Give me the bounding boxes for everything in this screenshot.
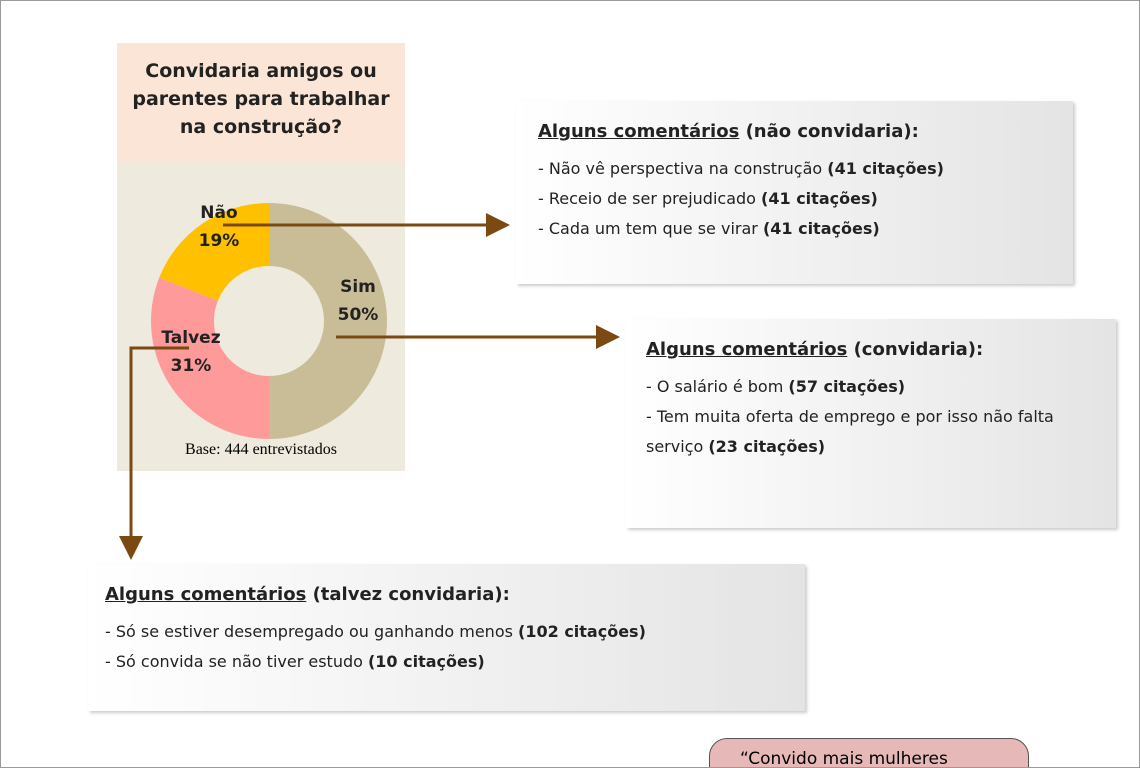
comment-citations: (10 citações) <box>367 652 485 671</box>
heading-main: Alguns comentários <box>646 339 848 360</box>
comment-text: - Cada um tem que se virar <box>538 219 763 238</box>
comment-item: - Não vê perspectiva na construção (41 c… <box>538 154 1073 184</box>
chart-title: Convidaria amigos ou parentes para traba… <box>132 60 390 138</box>
comment-text: - Tem muita oferta de emprego e por isso… <box>646 407 1054 456</box>
quote-text: “Convido mais mulheres <box>740 749 948 768</box>
comment-box: Alguns comentários (talvez convidaria): -… <box>88 564 805 711</box>
comment-citations: (41 citações) <box>762 219 880 238</box>
comment-citations: (23 citações) <box>708 437 826 456</box>
heading-main: Alguns comentários <box>105 584 307 605</box>
comment-citations: (57 citações) <box>788 377 906 396</box>
comment-text: - Só se estiver desempregado ou ganhando… <box>105 622 519 641</box>
arrow <box>119 346 189 560</box>
comment-heading: Alguns comentários (convidaria): <box>646 339 1116 360</box>
comment-item: - Só se estiver desempregado ou ganhando… <box>105 617 805 647</box>
heading-tail: (não convidaria): <box>739 121 919 142</box>
slice-value-label: 31% <box>171 356 212 376</box>
slice-label: Sim <box>340 277 376 297</box>
quote-bubble: “Convido mais mulheres <box>709 738 1029 768</box>
comment-box: Alguns comentários (convidaria): - O salá… <box>626 319 1116 528</box>
comment-citations: (102 citações) <box>518 622 646 641</box>
slice-label: Talvez <box>161 328 220 348</box>
heading-tail: (talvez convidaria): <box>306 584 510 605</box>
comment-item: - Cada um tem que se virar (41 citações) <box>538 214 1073 244</box>
title-panel <box>117 43 405 161</box>
comment-item: - Só convida se não tiver estudo (10 cit… <box>105 647 805 677</box>
comment-text: - Não vê perspectiva na construção <box>538 159 828 178</box>
slice-value-label: 19% <box>199 231 240 251</box>
comment-text: - Só convida se não tiver estudo <box>105 652 368 671</box>
slice-label: Não <box>200 203 237 223</box>
comment-box: Alguns comentários (não convidaria): - Nã… <box>516 101 1073 284</box>
comment-item: - Receio de ser prejudicado (41 citações… <box>538 184 1073 214</box>
comment-text: - O salário é bom <box>646 377 789 396</box>
donut-slice <box>151 277 269 439</box>
donut-slice <box>269 203 387 439</box>
comment-citations: (41 citações) <box>827 159 944 178</box>
heading-tail: (convidaria): <box>847 339 984 360</box>
heading-main: Alguns comentários <box>538 121 740 142</box>
comment-heading: Alguns comentários (não convidaria): <box>538 121 1073 142</box>
donut-slice <box>159 203 269 301</box>
slice-value-label: 50% <box>338 305 379 325</box>
comment-text: - Receio de ser prejudicado <box>538 189 762 208</box>
comment-citations: (41 citações) <box>761 189 878 208</box>
base-note: Base: 444 entrevistados <box>185 441 337 458</box>
comment-heading: Alguns comentários (talvez convidaria): <box>105 584 805 605</box>
comment-item: - Tem muita oferta de emprego e por isso… <box>646 402 1116 462</box>
comment-item: - O salário é bom (57 citações) <box>646 372 1116 402</box>
